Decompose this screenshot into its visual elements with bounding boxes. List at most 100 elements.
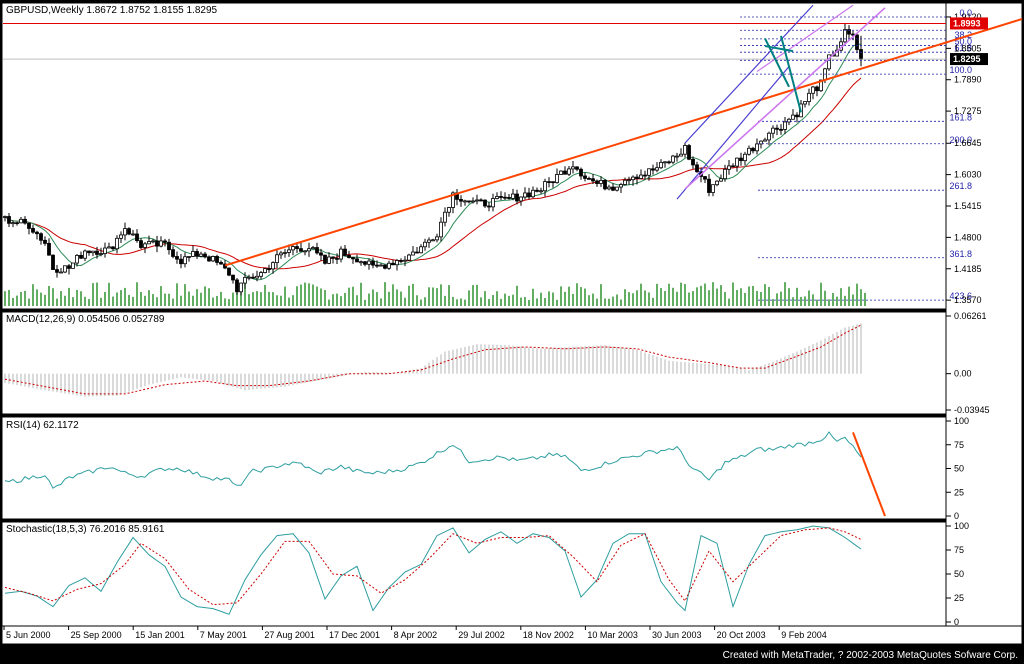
rsi-trendline xyxy=(852,432,886,517)
candle-body xyxy=(691,158,695,166)
candle-body xyxy=(395,260,399,266)
candle-body xyxy=(807,92,811,102)
candle-body xyxy=(143,243,147,248)
fibonacci-level-label: 423.6 xyxy=(949,291,972,301)
candle-body xyxy=(803,101,807,105)
macd-layer xyxy=(4,323,862,397)
candle-body xyxy=(199,253,203,257)
candle-body xyxy=(783,121,787,130)
candle-body xyxy=(95,250,99,255)
candle-body xyxy=(43,239,47,244)
candle-body xyxy=(815,86,819,92)
candle-body xyxy=(719,178,723,182)
stochastic-pane[interactable] xyxy=(1,521,947,627)
candle-body xyxy=(291,246,295,251)
candle-body xyxy=(479,199,483,202)
candle-body xyxy=(83,250,87,259)
candle-body xyxy=(639,174,643,179)
candle-body xyxy=(415,251,419,254)
indicator-tick-label: 100 xyxy=(954,521,969,531)
candle-body xyxy=(463,200,467,203)
candle-body xyxy=(123,228,127,236)
candle-body xyxy=(163,240,167,243)
indicator-tick-label: 25 xyxy=(954,487,964,497)
candle-body xyxy=(31,228,35,233)
price-layer: 0.023.638.250.061.876.4100.0161.8200.026… xyxy=(3,4,1023,306)
fibonacci-level-label: 200.0 xyxy=(949,135,972,145)
candle-body xyxy=(527,192,531,198)
candle-body xyxy=(211,256,215,262)
candle-body xyxy=(755,143,759,152)
candle-body xyxy=(75,254,79,264)
candle-body xyxy=(615,186,619,191)
price-tick-label: 1.4800 xyxy=(954,232,982,242)
candle-body xyxy=(575,166,579,170)
fibonacci-level-label: 161.8 xyxy=(949,112,972,122)
candle-body xyxy=(219,262,223,265)
price-axis-strip xyxy=(945,2,1023,627)
fibonacci-level-label: 0.0 xyxy=(959,8,972,18)
candle-body xyxy=(319,252,323,256)
candle-body xyxy=(611,186,615,191)
candle-body xyxy=(595,180,599,184)
candle-body xyxy=(259,272,263,277)
candle-body xyxy=(35,231,39,235)
candle-body xyxy=(423,241,427,248)
price-tick-label: 1.7890 xyxy=(954,75,982,85)
candle-body xyxy=(227,267,231,276)
candle-body xyxy=(627,179,631,182)
candle-body xyxy=(371,260,375,266)
candle-body xyxy=(751,147,755,152)
candle-body xyxy=(3,216,7,218)
candle-body xyxy=(267,268,271,271)
macd-pane-header: MACD(12,26,9) 0.054506 0.052789 xyxy=(6,314,165,325)
rsi-line xyxy=(4,431,862,489)
candle-body xyxy=(567,168,571,175)
current-price-tag-box xyxy=(950,53,988,66)
indicator-tick-label: 75 xyxy=(954,440,964,450)
fibonacci-level-label: 38.2 xyxy=(954,30,972,40)
candle-body xyxy=(11,222,15,225)
candle-body xyxy=(235,279,239,293)
price-tick-label: 1.5415 xyxy=(954,201,982,211)
fibonacci-level-label: 100.0 xyxy=(949,65,972,75)
date-tick-label: 7 May 2001 xyxy=(200,630,247,640)
rsi-layer xyxy=(4,431,886,517)
price-pane[interactable] xyxy=(1,2,947,310)
candle-body xyxy=(363,261,367,265)
date-tick-label: 30 Jun 2003 xyxy=(652,630,702,640)
date-tick-label: 17 Dec 2001 xyxy=(329,630,380,640)
indicator-tick-label: 25 xyxy=(954,593,964,603)
candle-body xyxy=(591,178,595,182)
candle-body xyxy=(71,262,75,269)
stochastic-pane-header: Stochastic(18,5,3) 76.2016 85.9161 xyxy=(6,524,165,535)
horizontal-line-price-tag: 1.8993 xyxy=(953,18,981,28)
candle-body xyxy=(203,253,207,258)
candle-body xyxy=(779,128,783,131)
fibonacci-level-label: 261.8 xyxy=(949,181,972,191)
candle-body xyxy=(119,234,123,239)
candle-body xyxy=(451,192,455,208)
candle-body xyxy=(15,222,19,225)
date-tick-label: 20 Oct 2003 xyxy=(717,630,766,640)
rsi-pane[interactable] xyxy=(1,416,947,520)
date-tick-label: 25 Sep 2000 xyxy=(71,630,122,640)
candle-body xyxy=(331,256,335,259)
stochastic-signal-line xyxy=(4,527,862,606)
candle-body xyxy=(715,180,719,186)
rsi-pane-header: RSI(14) 62.1172 xyxy=(6,420,79,431)
candle-body xyxy=(403,259,407,262)
candle-body xyxy=(683,145,687,155)
candle-body xyxy=(507,197,511,199)
candle-body xyxy=(79,254,83,259)
candle-body xyxy=(579,168,583,177)
candle-body xyxy=(735,157,739,167)
candle-body xyxy=(39,233,43,241)
candle-body xyxy=(775,127,779,130)
candle-body xyxy=(747,147,751,155)
indicator-tick-label: -0.03945 xyxy=(954,405,990,415)
candle-body xyxy=(483,199,487,207)
candle-body xyxy=(531,189,535,198)
candle-body xyxy=(607,186,611,190)
